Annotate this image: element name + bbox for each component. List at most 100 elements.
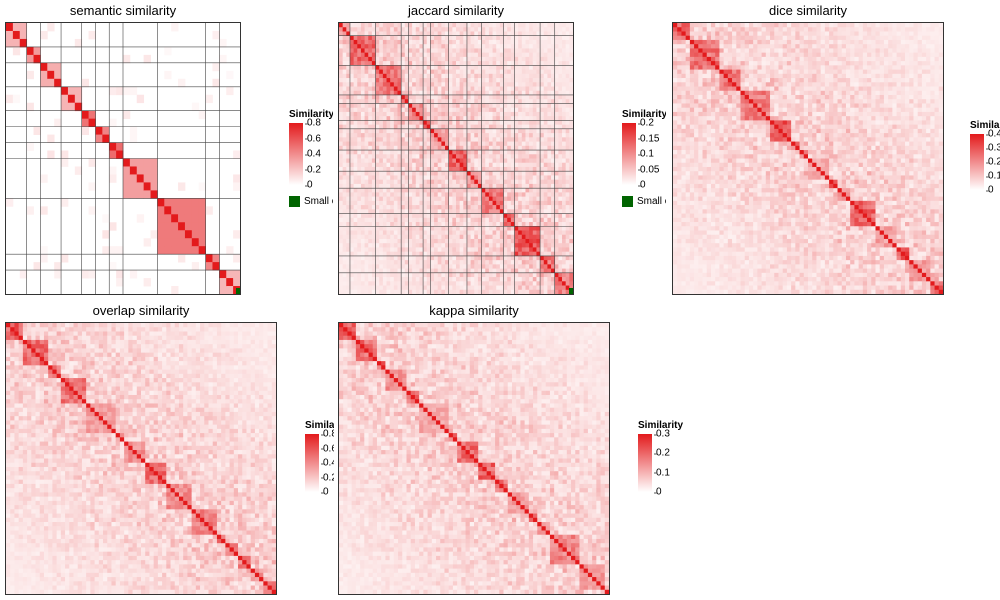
heatmap-cell	[401, 69, 406, 75]
heatmap-cell	[492, 200, 497, 206]
heatmap-cell	[397, 289, 402, 294]
heatmap-cell	[540, 128, 545, 134]
heatmap-cell	[456, 65, 461, 70]
heatmap-cell	[474, 264, 479, 269]
heatmap-cell	[514, 124, 519, 130]
heatmap-cell	[353, 103, 358, 109]
heatmap-cell	[510, 289, 515, 294]
heatmap-cell	[681, 56, 687, 62]
heatmap-cell	[463, 268, 468, 274]
heatmap-cell	[477, 222, 482, 227]
heatmap-cell	[382, 99, 387, 104]
heatmap-cell	[689, 281, 695, 286]
heatmap-cell	[364, 137, 369, 142]
heatmap-cell	[360, 183, 365, 189]
heatmap-cell	[673, 27, 678, 32]
heatmap-cell	[445, 35, 450, 41]
heatmap-cell	[419, 255, 424, 261]
heatmap-cell	[477, 162, 482, 168]
heatmap-cell	[346, 264, 351, 269]
heatmap-cell	[382, 213, 387, 219]
heatmap-cell	[463, 116, 468, 121]
heatmap-cell	[474, 90, 479, 96]
heatmap-cell	[485, 209, 490, 214]
heatmap-cell	[481, 69, 486, 75]
heatmap-cell	[503, 39, 508, 45]
heatmap-cell	[685, 107, 691, 113]
heatmap-cell	[698, 281, 703, 286]
heatmap-cell	[346, 158, 351, 164]
heatmap-cell	[706, 73, 712, 79]
heatmap-cell	[481, 238, 486, 244]
heatmap-cell	[477, 61, 482, 66]
heatmap-cell	[503, 124, 508, 130]
heatmap-cell	[448, 23, 453, 28]
heatmap-cell	[698, 86, 703, 92]
heatmap-cell	[412, 226, 417, 231]
heatmap-cell	[353, 44, 358, 49]
heatmap-cell	[12, 30, 21, 40]
heatmap-cell	[514, 120, 519, 126]
heatmap-cell	[349, 205, 355, 210]
heatmap-cell	[445, 230, 450, 236]
heatmap-cell	[677, 133, 682, 138]
heatmap-cell	[694, 264, 699, 269]
heatmap-cell	[499, 133, 504, 138]
heatmap-cell	[434, 238, 439, 244]
heatmap-cell	[408, 145, 413, 151]
heatmap-cell	[441, 73, 446, 79]
heatmap-cell	[397, 52, 402, 58]
heatmap-cell	[430, 285, 435, 291]
heatmap-cell	[408, 82, 413, 87]
heatmap-cell	[423, 56, 428, 62]
heatmap-cell	[514, 82, 519, 87]
heatmap-cell	[408, 141, 413, 147]
heatmap-cell	[496, 213, 501, 219]
heatmap-cell	[459, 137, 464, 142]
heatmap-cell	[543, 39, 548, 45]
heatmap-cell	[518, 31, 523, 37]
heatmap-cell	[339, 196, 344, 202]
heatmap-cell	[339, 179, 344, 185]
heatmap-cell	[357, 27, 362, 32]
heatmap-cell	[558, 209, 563, 214]
heatmap-cell	[536, 133, 541, 138]
heatmap-cell	[364, 200, 369, 206]
heatmap-cell	[547, 196, 552, 202]
heatmap-cell	[393, 69, 398, 75]
heatmap-cell	[507, 116, 512, 121]
heatmap-cell	[382, 90, 387, 96]
heatmap-cell	[514, 183, 519, 189]
heatmap-cell	[477, 116, 482, 121]
heatmap-cell	[448, 35, 453, 41]
heatmap-cell	[532, 251, 537, 257]
heatmap-cell	[349, 158, 355, 164]
heatmap-cell	[492, 183, 497, 189]
heatmap-cell	[503, 183, 508, 189]
heatmap-cell	[198, 230, 206, 239]
heatmap-cell	[415, 107, 420, 113]
heatmap-cell	[492, 247, 497, 253]
heatmap-cell	[430, 272, 435, 278]
heatmap-cell	[694, 73, 699, 79]
heatmap-cell	[521, 209, 526, 214]
heatmap-cell	[129, 158, 138, 167]
heatmap-cell	[503, 94, 508, 100]
heatmap-cell	[503, 171, 508, 176]
heatmap-cell	[88, 110, 96, 120]
heatmap-cell	[357, 230, 362, 236]
heatmap-cell	[529, 150, 534, 155]
heatmap-cell	[474, 205, 479, 210]
heatmap-cell	[551, 23, 556, 28]
heatmap-cell	[551, 272, 556, 278]
heatmap-cell	[543, 243, 548, 248]
heatmap-cell	[706, 247, 712, 253]
heatmap-cell	[445, 264, 450, 269]
heatmap-cell	[386, 56, 391, 62]
heatmap-cell	[452, 99, 457, 104]
heatmap-cell	[536, 162, 541, 168]
heatmap-cell	[562, 188, 567, 193]
heatmap-cell	[368, 94, 373, 100]
heatmap-cell	[342, 145, 347, 151]
heatmap-cell	[123, 166, 131, 175]
